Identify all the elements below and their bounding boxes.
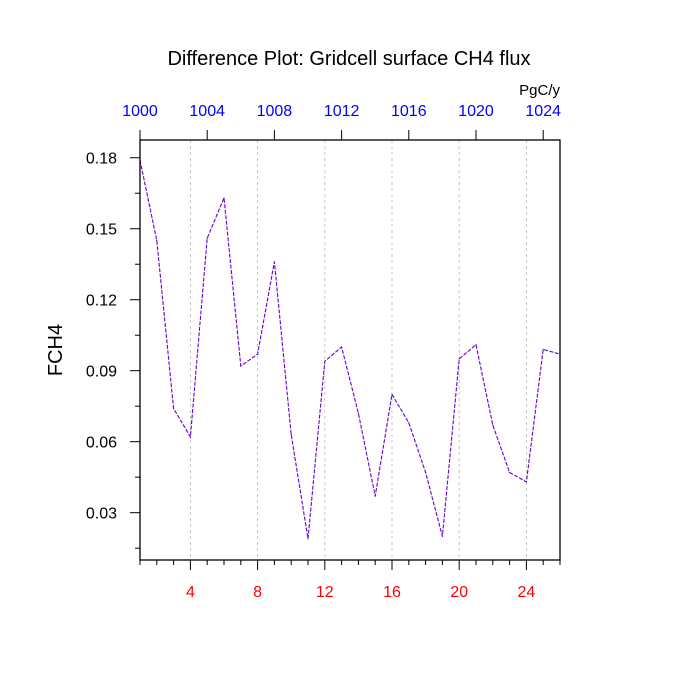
data-point [341, 346, 343, 348]
data-point [223, 197, 225, 199]
data-point [525, 481, 528, 483]
data-point [324, 360, 326, 362]
y-tick-label: 0.09 [86, 364, 117, 381]
data-point [492, 424, 494, 426]
data-point [173, 407, 175, 410]
top-tick-label: 1004 [189, 103, 225, 120]
y-tick-label: 0.18 [86, 151, 117, 168]
data-point [189, 436, 191, 438]
x-tick-label: 12 [316, 584, 334, 601]
top-tick-label: 1000 [122, 103, 158, 120]
series-line [139, 159, 561, 539]
x-tick-label: 24 [518, 584, 536, 601]
data-point [240, 365, 242, 367]
data-point [357, 412, 359, 414]
data-point [475, 344, 477, 346]
top-tick-label: 1008 [257, 103, 293, 120]
data-point [206, 237, 208, 239]
data-point [441, 535, 443, 537]
grid [189, 140, 527, 560]
data-point [290, 433, 292, 436]
data-point [156, 239, 158, 242]
x-tick-label: 16 [383, 584, 401, 601]
axis-ticks [130, 130, 561, 570]
data-point [391, 393, 393, 395]
top-tick-label: 1016 [391, 103, 427, 120]
y-axis-label: FCH4 [45, 324, 67, 376]
data-point [374, 495, 376, 497]
data-point [509, 471, 511, 474]
data-point [542, 348, 544, 351]
data-point [458, 358, 460, 360]
y-tick-label: 0.06 [86, 435, 117, 452]
series-layer [139, 159, 561, 540]
data-point [408, 422, 410, 424]
data-point [425, 471, 427, 474]
x-tick-label: 4 [186, 584, 195, 601]
top-tick-label: 1012 [324, 103, 360, 120]
data-point [273, 261, 275, 263]
chart-title: Difference Plot: Gridcell surface CH4 fl… [167, 48, 530, 70]
x-tick-label: 20 [450, 584, 468, 601]
plot-frame [139, 139, 561, 561]
data-point [307, 538, 309, 540]
x-tick-label: 8 [253, 584, 262, 601]
units-label: PgC/y [519, 82, 560, 99]
data-point [257, 353, 259, 355]
tick-labels: 4 8 12 16 20 24 1000 1004 1008 1012 1016 1020 1024 0.… [86, 103, 561, 601]
y-tick-label: 0.03 [86, 506, 117, 523]
y-tick-label: 0.12 [86, 293, 117, 310]
y-tick-label: 0.15 [86, 222, 117, 239]
top-tick-label: 1024 [525, 103, 561, 120]
top-tick-label: 1020 [458, 103, 494, 120]
